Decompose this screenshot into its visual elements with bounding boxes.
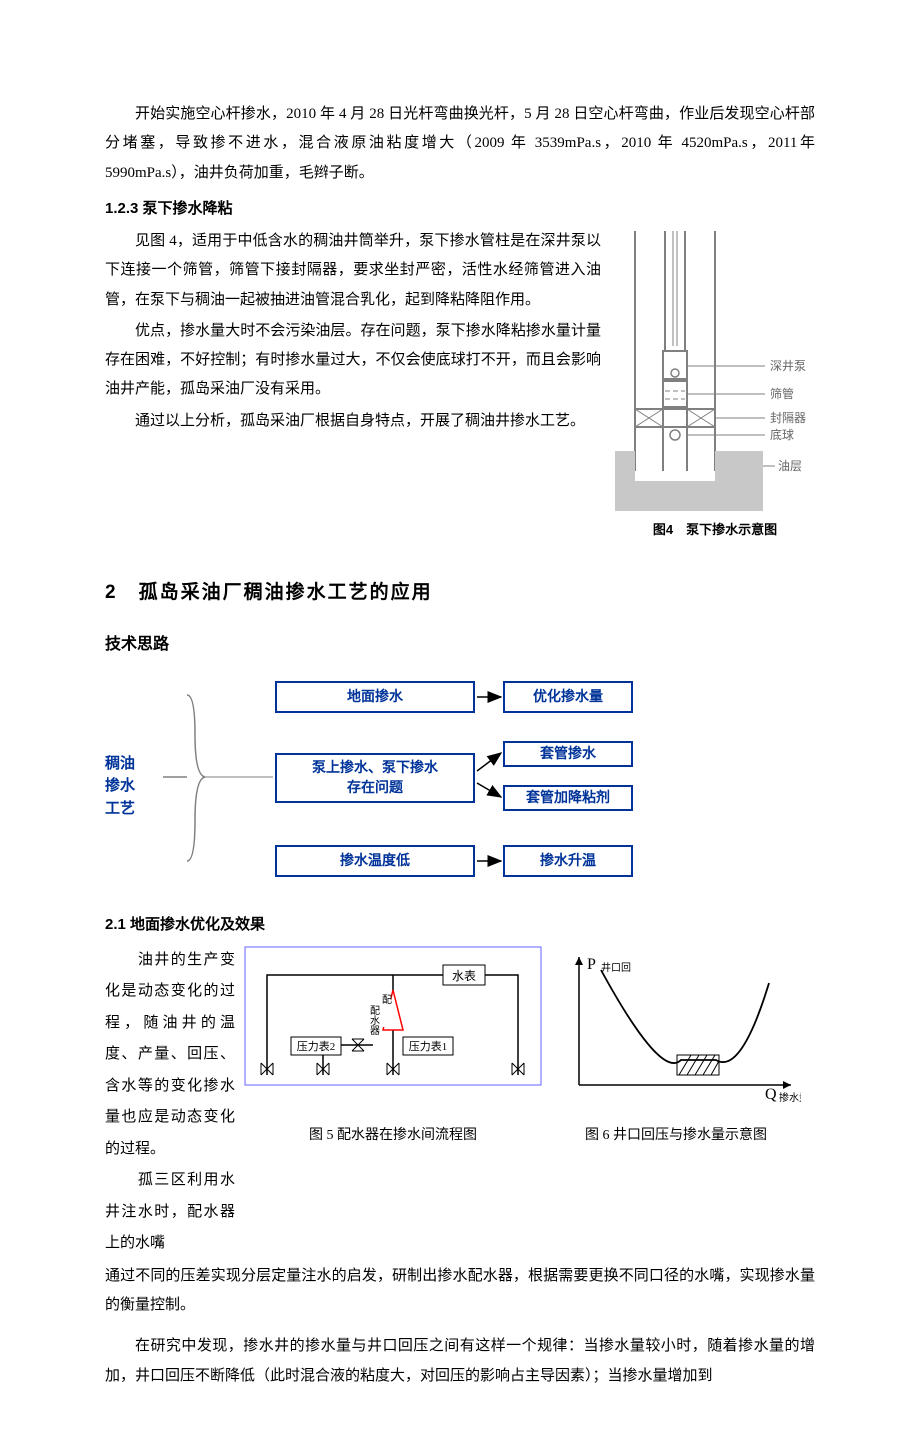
para-1-2-3-b: 优点，掺水量大时不会污染油层。存在问题，泵下掺水降粘掺水量计量存在困难，不好控制… [105,317,605,405]
svg-text:P: P [587,956,596,973]
flow-box-temp: 掺水温度低 [275,845,475,877]
fig6-caption: 图 6 井口回压与掺水量示意图 [551,1122,801,1149]
heading-tech: 技术思路 [105,629,815,660]
figure-5: 水表 配 配水器 压力表2 压力表1 图 5 配水器在掺水间流程图 [243,945,543,1150]
figure-6: P 井口回 Q 掺水量 图 6 井口回压与掺水量示意图 [551,945,801,1150]
fig4-label-layer: 油层 [778,459,802,473]
flowchart: 稠油 掺水 工艺 地面掺水 泵上掺水、泵下掺水 存在问题 掺水温度低 优化掺水量… [105,675,665,890]
para-2-1-left: 油井的生产变化是动态变化的过程，随油井的温度、产量、回压、含水等的变化掺水量也应… [105,945,235,1260]
svg-text:配: 配 [382,994,392,1006]
heading-1-2-3: 1.2.3 泵下掺水降粘 [105,194,815,223]
fig5-svg: 水表 配 配水器 压力表2 压力表1 [243,945,543,1105]
svg-text:压力表2: 压力表2 [297,1039,336,1053]
svg-text:井口回: 井口回 [601,961,631,974]
para6-rest: 通过不同的压差实现分层定量注水的启发，研制出掺水配水器，根据需要更换不同口径的水… [105,1262,815,1321]
fig4-label-packer: 封隔器 [770,411,806,425]
flow-box-heat: 掺水升温 [503,845,633,877]
fig6-svg: P 井口回 Q 掺水量 [551,945,801,1105]
flow-box-surface: 地面掺水 [275,681,475,713]
flow-box-optimize: 优化掺水量 [503,681,633,713]
fig4-label-pump: 深井泵 [770,359,806,373]
heading-2-1: 2.1 地面掺水优化及效果 [105,910,815,939]
flow-root-label: 稠油 掺水 工艺 [105,753,161,821]
fig4-label-screen: 筛管 [770,386,794,401]
heading-2: 2 孤岛采油厂稠油掺水工艺的应用 [105,574,815,611]
fig5-caption: 图 5 配水器在掺水间流程图 [243,1122,543,1149]
fig4-svg: 深井泵 筛管 封隔器 底球 油层 [615,231,815,511]
flow-box-agent: 套管加降粘剂 [503,785,633,811]
svg-text:压力表1: 压力表1 [409,1039,448,1053]
para7: 在研究中发现，掺水井的掺水量与井口回压之间有这样一个规律：当掺水量较小时，随着掺… [105,1332,815,1391]
flow-box-casing: 套管掺水 [503,741,633,767]
fig4-caption: 图4 泵下掺水示意图 [615,517,815,542]
opening-paragraph: 开始实施空心杆掺水，2010 年 4 月 28 日光杆弯曲换光杆，5 月 28 … [105,100,815,188]
svg-text:掺水量: 掺水量 [779,1091,801,1104]
para-1-2-3-a: 见图 4，适用于中低含水的稠油井筒举升，泵下掺水管柱是在深井泵以下连接一个筛管，… [105,227,605,315]
svg-text:Q: Q [765,1086,777,1103]
fig4-label-ball: 底球 [770,427,794,442]
flow-box-pump: 泵上掺水、泵下掺水 存在问题 [275,753,475,803]
para5: 油井的生产变化是动态变化的过程，随油井的温度、产量、回压、含水等的变化掺水量也应… [105,945,235,1166]
svg-text:水表: 水表 [452,969,476,983]
para-1-2-3-c: 通过以上分析，孤岛采油厂根据自身特点，开展了稠油井掺水工艺。 [105,407,605,436]
svg-text:配水器: 配水器 [368,1005,380,1036]
para6-left: 孤三区利用水井注水时，配水器上的水嘴 [105,1165,235,1260]
figure-4: 深井泵 筛管 封隔器 底球 油层 图4 泵下掺水示意图 [615,231,815,542]
